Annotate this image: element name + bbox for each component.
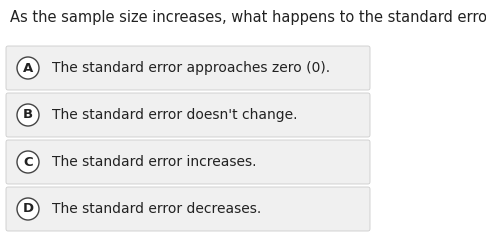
Text: A: A <box>23 62 33 74</box>
Text: The standard error approaches zero (0).: The standard error approaches zero (0). <box>52 61 330 75</box>
Circle shape <box>17 198 39 220</box>
Text: B: B <box>23 109 33 122</box>
FancyBboxPatch shape <box>6 140 370 184</box>
Text: The standard error doesn't change.: The standard error doesn't change. <box>52 108 297 122</box>
FancyBboxPatch shape <box>6 187 370 231</box>
FancyBboxPatch shape <box>6 46 370 90</box>
Text: The standard error decreases.: The standard error decreases. <box>52 202 261 216</box>
Circle shape <box>17 104 39 126</box>
Circle shape <box>17 151 39 173</box>
Circle shape <box>17 57 39 79</box>
Text: C: C <box>23 155 33 168</box>
FancyBboxPatch shape <box>6 93 370 137</box>
Text: D: D <box>22 203 34 216</box>
Text: The standard error increases.: The standard error increases. <box>52 155 257 169</box>
Text: As the sample size increases, what happens to the standard error?: As the sample size increases, what happe… <box>10 10 486 25</box>
